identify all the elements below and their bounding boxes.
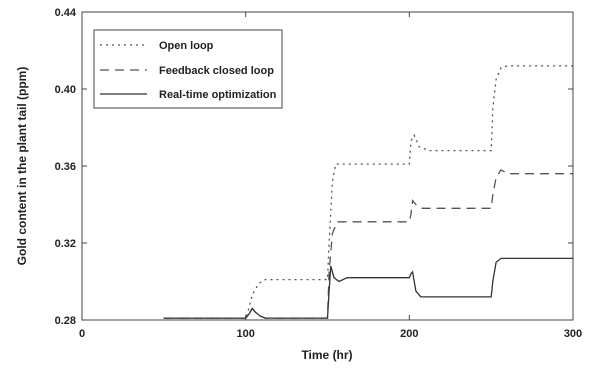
axis-ticks: 0 100 200 300 0.28 0.32 0.36 0.40 0.44 bbox=[55, 7, 583, 340]
legend-box bbox=[93, 29, 283, 109]
x-tick-label: 200 bbox=[400, 328, 418, 340]
legend-label-open-loop: Open loop bbox=[159, 40, 214, 52]
series-line-real-time-optimization bbox=[163, 257, 573, 319]
legend-label-real-time-optimization: Real-time optimization bbox=[159, 89, 277, 101]
legend-label-feedback-closed-loop: Feedback closed loop bbox=[159, 65, 274, 77]
x-tick-label: 100 bbox=[236, 328, 254, 340]
y-tick-label: 0.28 bbox=[55, 315, 76, 327]
series-layer bbox=[163, 65, 573, 319]
y-tick-label: 0.36 bbox=[55, 161, 76, 173]
y-axis-label: Gold content in the plant tail (ppm) bbox=[15, 67, 29, 266]
series-line-open-loop bbox=[163, 65, 573, 319]
y-tick-label: 0.44 bbox=[55, 7, 77, 19]
y-tick-label: 0.32 bbox=[55, 238, 76, 250]
y-tick-label: 0.40 bbox=[55, 84, 76, 96]
x-tick-label: 0 bbox=[79, 328, 85, 340]
x-tick-label: 300 bbox=[564, 328, 582, 340]
legend: Open loop Feedback closed loop Real-time… bbox=[93, 29, 283, 109]
x-axis-label: Time (hr) bbox=[301, 348, 352, 362]
